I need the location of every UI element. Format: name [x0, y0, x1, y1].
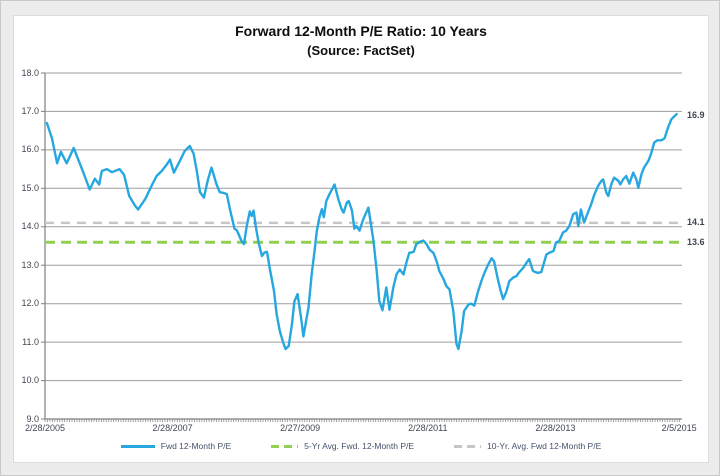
- chart-header: Forward 12-Month P/E Ratio: 10 Years (So…: [1, 22, 720, 60]
- y-tick-label: 12.0: [21, 298, 39, 309]
- chart-card: [13, 15, 709, 463]
- value-annotation: 16.9: [687, 109, 705, 120]
- x-tick-label: 2/28/2013: [535, 423, 576, 433]
- x-tick-label: 2/28/2011: [408, 423, 448, 433]
- y-tick-label: 13.0: [21, 259, 39, 270]
- y-tick-label: 10.0: [21, 375, 39, 386]
- pe-line: [45, 112, 678, 351]
- y-tick-label: 18.0: [21, 67, 39, 78]
- x-tick-label: 2/28/2007: [152, 423, 193, 433]
- legend-label: 10-Yr. Avg. Fwd 12-Month P/E: [487, 441, 602, 451]
- legend-solid-line-swatch: [120, 444, 155, 448]
- y-tick-label: 11.0: [22, 336, 39, 347]
- legend-dashed-line-swatch: [271, 444, 299, 448]
- legend-dashed-line-swatch: [454, 444, 482, 448]
- y-tick-label: 9.0: [26, 413, 39, 424]
- value-annotation: 13.6: [687, 236, 705, 247]
- legend-item: 5-Yr Avg. Fwd. 12-Month P/E: [271, 441, 414, 451]
- chart-subtitle: (Source: FactSet): [307, 42, 415, 58]
- x-tick-label: 2/27/2009: [280, 423, 321, 433]
- y-tick-label: 14.0: [21, 221, 39, 232]
- legend-label: Fwd 12-Month P/E: [160, 441, 232, 451]
- legend-item: 10-Yr. Avg. Fwd 12-Month P/E: [454, 441, 601, 451]
- chart-title: Forward 12-Month P/E Ratio: 10 Years: [235, 23, 487, 39]
- y-tick-label: 17.0: [21, 105, 39, 116]
- legend-label: 5-Yr Avg. Fwd. 12-Month P/E: [304, 441, 415, 451]
- x-axis-minor-ticks: [44, 419, 680, 422]
- x-tick-label: 2/5/2015: [661, 423, 697, 433]
- x-tick-label: 2/28/2005: [24, 423, 66, 433]
- value-annotation: 14.1: [687, 217, 705, 228]
- y-tick-label: 15.0: [21, 182, 39, 193]
- y-tick-label: 16.0: [21, 144, 39, 155]
- legend-item: Fwd 12-Month P/E: [120, 441, 232, 451]
- chart-legend: Fwd 12-Month P/E 5-Yr Avg. Fwd. 12-Month …: [1, 441, 720, 451]
